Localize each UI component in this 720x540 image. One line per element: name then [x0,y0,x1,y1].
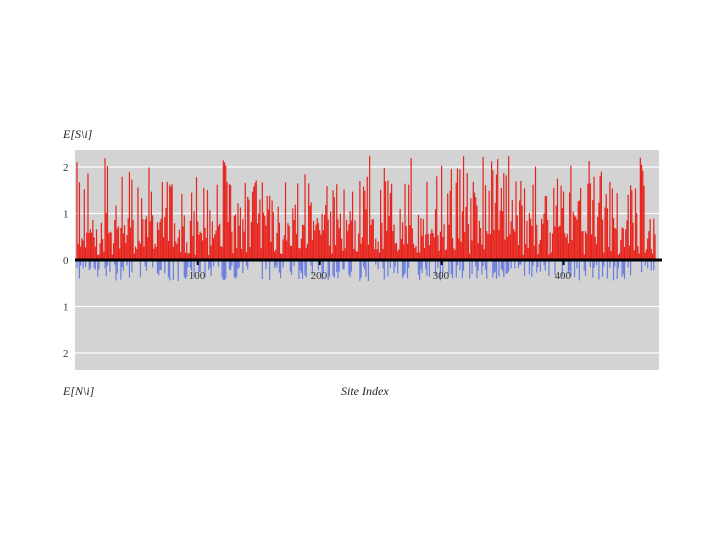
x-tick-label: 400 [555,270,572,282]
x-tick-label: 200 [311,270,328,282]
y-tick-label: 2 [63,162,69,174]
y-tick-label: 2 [63,348,69,360]
x-axis-label: Site Index [341,384,389,398]
x-tick-label: 100 [189,270,206,282]
x-tick-labels: 100 200 300 400 [189,260,572,282]
y-tick-labels: 2 1 0 1 2 [63,162,69,360]
x-tick-label: 300 [433,270,450,282]
nonsynonymous-bars [76,260,655,281]
y-tick-label: 1 [63,209,69,221]
y-top-axis-label: E[S\i] [62,127,93,141]
y-tick-label: 0 [63,255,69,267]
synonymous-bars [76,155,656,260]
y-bottom-axis-label: E[N\i] [62,384,95,398]
y-tick-label: 1 [63,302,69,314]
